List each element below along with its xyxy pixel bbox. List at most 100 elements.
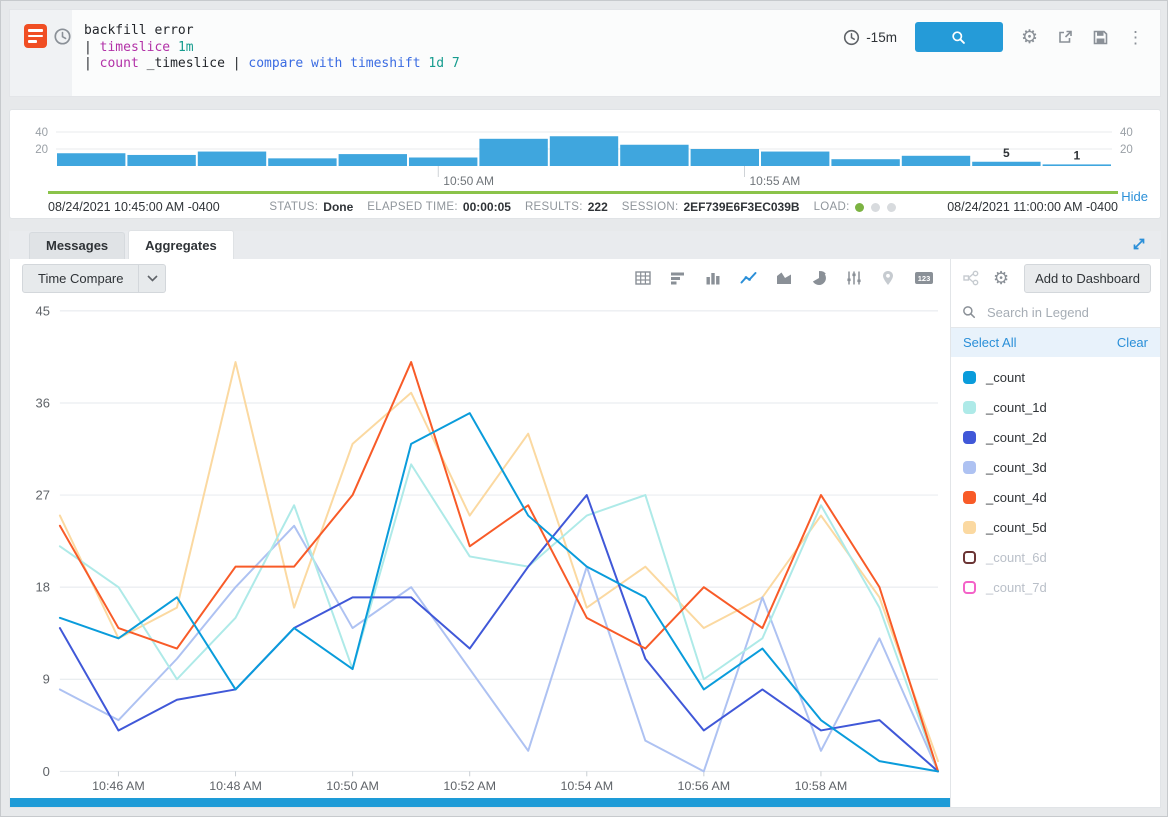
- clear-link[interactable]: Clear: [1116, 335, 1148, 350]
- legend-item-_count_4d[interactable]: _count_4d: [951, 482, 1160, 512]
- histogram-bar[interactable]: [57, 153, 126, 166]
- series-line-_count[interactable]: [58, 412, 940, 773]
- histogram-bar[interactable]: [127, 154, 196, 166]
- kebab-menu-icon[interactable]: ⋮: [1127, 27, 1144, 47]
- svg-text:45: 45: [36, 303, 50, 318]
- histogram-bar[interactable]: [338, 154, 407, 166]
- series-line-_count_1d[interactable]: [58, 463, 940, 773]
- histogram-bar[interactable]: [620, 144, 689, 166]
- select-all-link[interactable]: Select All: [963, 335, 1017, 350]
- time-compare-line-chart[interactable]: 0 9 18 27 36 45 10:46 AM 10:48 AM 10:50 AM 10:52 …: [10, 297, 950, 807]
- map-pin-icon[interactable]: [881, 270, 895, 286]
- results-tabs: Messages Aggregates: [9, 230, 1161, 259]
- legend-swatch: [963, 520, 976, 534]
- histogram-bar[interactable]: [972, 161, 1041, 166]
- bar-chart-icon[interactable]: [670, 270, 686, 286]
- save-icon[interactable]: [1092, 29, 1109, 46]
- legend-panel: Select All Clear _count _count_1d _count_2…: [950, 297, 1165, 807]
- status-item: SESSION: 2EF739E6F3EC039B: [621, 200, 800, 214]
- svg-text:10:52 AM: 10:52 AM: [443, 779, 496, 793]
- transaction-flow-icon[interactable]: [963, 270, 980, 286]
- aggregates-panel: Time Compare: [9, 259, 1165, 808]
- legend-item-_count_6d[interactable]: _count_6d: [951, 542, 1160, 572]
- column-chart-icon[interactable]: [705, 270, 721, 286]
- legend-item-_count_5d[interactable]: _count_5d: [951, 512, 1160, 542]
- legend-label: _count_4d: [986, 489, 1047, 505]
- area-chart-icon[interactable]: [776, 270, 792, 286]
- legend-swatch: [963, 400, 976, 414]
- legend-swatch: [963, 370, 976, 384]
- aggregates-content: 0 9 18 27 36 45 10:46 AM 10:48 AM 10:50 AM 10:52 …: [10, 297, 1165, 807]
- query-editor[interactable]: backfill error | timeslice 1m | count _tim…: [72, 10, 843, 96]
- table-view-icon[interactable]: [635, 270, 651, 286]
- search-icon: [962, 305, 976, 319]
- histogram-bar[interactable]: [409, 157, 478, 167]
- svg-text:40: 40: [1120, 127, 1133, 139]
- sliders-icon[interactable]: [846, 270, 862, 286]
- search-history-icon[interactable]: [53, 27, 72, 96]
- status-item: RESULTS: 222: [524, 200, 608, 214]
- histogram-bar[interactable]: [901, 155, 971, 166]
- chart-settings-gear-icon[interactable]: ⚙: [993, 267, 1010, 288]
- chart-area: 0 9 18 27 36 45 10:46 AM 10:48 AM 10:50 AM 10:52 …: [10, 297, 950, 807]
- message-histogram-chart[interactable]: 40 40 20 20 5 1 10:50 AM 10:55 AM: [10, 114, 1158, 190]
- series-line-_count_2d[interactable]: [58, 494, 940, 773]
- legend-item-_count[interactable]: _count: [951, 362, 1160, 392]
- legend-label: _count_3d: [986, 459, 1047, 475]
- svg-text:36: 36: [36, 395, 50, 410]
- histogram-bar[interactable]: [690, 149, 759, 166]
- hide-link[interactable]: Hide: [1121, 189, 1148, 204]
- tab-messages[interactable]: Messages: [29, 232, 126, 259]
- expand-icon[interactable]: [1131, 236, 1147, 257]
- range-end-time: 08/24/2021 11:00:00 AM -0400: [947, 200, 1118, 214]
- legend-item-_count_2d[interactable]: _count_2d: [951, 422, 1160, 452]
- legend-label: _count_5d: [986, 519, 1047, 535]
- svg-text:5: 5: [1003, 146, 1010, 160]
- histogram-bar[interactable]: [831, 159, 900, 166]
- svg-text:10:50 AM: 10:50 AM: [326, 779, 379, 793]
- legend-search-input[interactable]: [985, 303, 1165, 321]
- series-line-_count_5d[interactable]: [58, 361, 940, 763]
- settings-gear-icon[interactable]: ⚙: [1020, 26, 1038, 48]
- horizontal-scrollbar[interactable]: [10, 798, 950, 807]
- histogram-bar[interactable]: [479, 138, 548, 166]
- chevron-down-icon[interactable]: [139, 263, 167, 293]
- legend-label: _count_6d: [986, 549, 1047, 565]
- time-compare-button[interactable]: Time Compare: [22, 263, 167, 293]
- svg-text:123: 123: [918, 274, 931, 283]
- clock-icon: [843, 29, 860, 46]
- legend-swatch: [963, 430, 976, 444]
- legend-item-_count_7d[interactable]: _count_7d: [951, 572, 1160, 602]
- legend-swatch: [963, 460, 976, 474]
- legend-item-_count_3d[interactable]: _count_3d: [951, 452, 1160, 482]
- legend-swatch: [963, 550, 976, 564]
- range-start-time: 08/24/2021 10:45:00 AM -0400: [48, 200, 220, 214]
- histogram-bar[interactable]: [1042, 164, 1111, 166]
- svg-text:40: 40: [35, 127, 48, 139]
- series-line-_count_4d[interactable]: [58, 361, 940, 773]
- status-item: LOAD:: [814, 201, 898, 213]
- histogram-bar[interactable]: [549, 136, 619, 166]
- series-line-_count_3d[interactable]: [58, 524, 940, 773]
- svg-text:10:54 AM: 10:54 AM: [560, 779, 613, 793]
- tab-aggregates[interactable]: Aggregates: [128, 230, 234, 259]
- line-chart-icon[interactable]: [740, 270, 757, 286]
- share-icon[interactable]: [1056, 28, 1074, 46]
- add-to-dashboard-button[interactable]: Add to Dashboard: [1024, 263, 1151, 293]
- load-dot: [870, 202, 880, 212]
- svg-text:10:58 AM: 10:58 AM: [795, 779, 848, 793]
- legend-item-_count_1d[interactable]: _count_1d: [951, 392, 1160, 422]
- query-line-3: | count _timeslice | compare with timesh…: [84, 56, 460, 71]
- legend-label: _count_1d: [986, 399, 1047, 415]
- single-value-icon[interactable]: 123: [914, 271, 934, 285]
- start-search-button[interactable]: [914, 22, 1003, 52]
- status-items: STATUS: Done ELAPSED TIME: 00:00:05 RESULTS:…: [269, 200, 897, 214]
- search-icon: [951, 30, 966, 45]
- histogram-bar[interactable]: [268, 158, 337, 166]
- svg-text:10:50 AM: 10:50 AM: [443, 174, 494, 188]
- histogram-bar[interactable]: [197, 151, 267, 166]
- time-range-picker[interactable]: -15m: [843, 29, 897, 46]
- histogram-bar[interactable]: [761, 151, 830, 166]
- pie-chart-icon[interactable]: [811, 270, 827, 286]
- svg-text:20: 20: [35, 144, 48, 156]
